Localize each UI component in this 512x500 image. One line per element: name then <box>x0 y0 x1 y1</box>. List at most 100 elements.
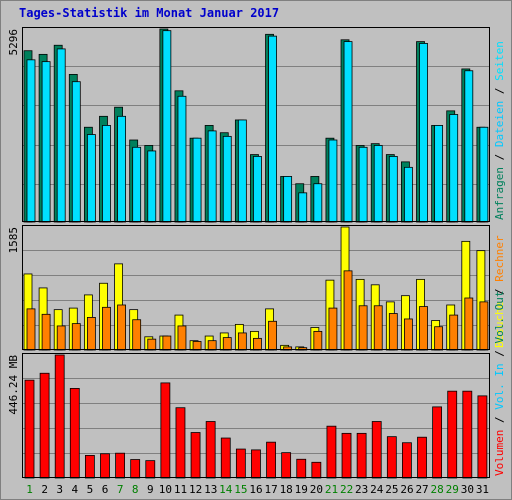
x-tick-label-day-5: 5 <box>87 483 94 496</box>
bar-volume-volumen-day-13 <box>205 421 216 479</box>
x-tick-label-day-24: 24 <box>370 483 384 496</box>
bar-volume-volumen-day-21 <box>326 425 337 479</box>
bar-visits-rechner-day-23 <box>358 305 368 351</box>
legend-entry: Anfragen <box>493 167 506 220</box>
bar-visits-rechner-day-9 <box>147 338 157 351</box>
bar-hits-dateien-day-8 <box>132 146 142 223</box>
bar-hits-dateien-day-2 <box>41 61 51 223</box>
x-tick-label-day-26: 26 <box>400 483 413 496</box>
x-tick-label-day-22: 22 <box>340 483 353 496</box>
x-tick-label-day-6: 6 <box>102 483 109 496</box>
bar-hits-dateien-day-3 <box>56 48 66 223</box>
bar-visits-rechner-day-2 <box>41 313 51 351</box>
bar-hits-dateien-day-25 <box>388 156 398 223</box>
bar-hits-dateien-day-13 <box>207 130 217 223</box>
bar-volume-volumen-day-8 <box>130 459 141 479</box>
bar-visits-rechner-day-31 <box>479 301 489 351</box>
x-tick-label-day-15: 15 <box>234 483 247 496</box>
x-tick-label-day-27: 27 <box>415 483 428 496</box>
bar-hits-dateien-day-7 <box>117 115 126 223</box>
panel-volume-frame <box>22 353 490 478</box>
bar-visits-rechner-day-20 <box>313 330 323 351</box>
bar-hits-dateien-day-18 <box>283 176 293 223</box>
bar-volume-volumen-day-16 <box>251 449 261 479</box>
x-tick-label-day-13: 13 <box>204 483 217 496</box>
panel-visits-ymax-label: 1585 <box>7 227 20 254</box>
bar-visits-rechner-day-30 <box>464 297 474 351</box>
x-tick-label-day-16: 16 <box>249 483 262 496</box>
bar-volume-volumen-day-25 <box>386 436 397 479</box>
bar-hits-dateien-day-10 <box>162 30 172 223</box>
panel-volume-legend: Volumen / Vol. In / Vol. Out <box>493 291 506 476</box>
legend-entry: / <box>493 147 506 167</box>
bar-visits-rechner-day-6 <box>102 306 111 351</box>
bar-visits-rechner-day-28 <box>434 326 444 351</box>
bar-hits-dateien-day-17 <box>268 35 277 223</box>
page-title: Tages-Statistik im Monat Januar 2017 <box>19 6 280 20</box>
bar-hits-dateien-day-16 <box>253 156 262 223</box>
bar-volume-volumen-day-10 <box>160 382 171 479</box>
bar-visits-rechner-day-5 <box>86 317 96 351</box>
x-tick-label-day-8: 8 <box>132 483 139 496</box>
bar-volume-volumen-day-20 <box>311 461 322 479</box>
x-tick-label-day-1: 1 <box>26 483 33 496</box>
panel-volume-ymax-label: 446.24 MB <box>7 355 20 415</box>
bar-visits-rechner-day-15 <box>237 332 247 351</box>
bar-visits-rechner-day-26 <box>404 318 413 351</box>
bar-volume-volumen-day-14 <box>220 437 231 479</box>
bar-visits-rechner-day-24 <box>373 305 383 351</box>
bar-volume-volumen-day-3 <box>54 354 65 479</box>
bar-hits-dateien-day-30 <box>464 70 474 223</box>
bar-visits-rechner-day-4 <box>71 323 81 351</box>
bar-visits-rechner-day-13 <box>207 340 217 351</box>
bar-volume-volumen-day-28 <box>432 406 443 479</box>
x-tick-label-day-17: 17 <box>264 483 277 496</box>
bar-visits-rechner-day-14 <box>222 337 232 351</box>
bar-hits-dateien-day-24 <box>373 145 383 223</box>
panel-hits-legend: Anfragen / Dateien / Seiten <box>493 41 506 220</box>
legend-entry: Volumen <box>493 430 506 476</box>
bar-visits-rechner-day-1 <box>26 308 36 351</box>
bar-visits-rechner-day-21 <box>328 307 338 351</box>
panel-visits-legend: Besuche / Rechner <box>493 235 506 348</box>
x-tick-label-day-3: 3 <box>56 483 63 496</box>
legend-entry: Rechner <box>493 235 506 282</box>
bar-visits-rechner-day-10 <box>162 335 172 351</box>
bar-visits-rechner-day-16 <box>253 337 262 351</box>
x-tick-label-day-30: 30 <box>461 483 474 496</box>
bar-visits-rechner-day-3 <box>56 325 66 351</box>
x-tick-label-day-11: 11 <box>174 483 187 496</box>
bar-hits-dateien-day-9 <box>147 150 157 223</box>
x-tick-label-day-29: 29 <box>446 483 459 496</box>
bar-volume-volumen-day-26 <box>402 442 412 479</box>
bar-visits-rechner-day-27 <box>419 306 428 351</box>
bar-volume-volumen-day-24 <box>371 421 382 479</box>
legend-entry: Vol. Out <box>493 291 506 344</box>
x-tick-label-day-10: 10 <box>159 483 172 496</box>
bar-hits-dateien-day-21 <box>328 139 338 223</box>
legend-entry: Besuche <box>493 302 506 348</box>
bar-volume-volumen-day-2 <box>39 372 50 479</box>
x-tick-label-day-7: 7 <box>117 483 124 496</box>
bar-volume-volumen-day-18 <box>281 452 292 479</box>
bar-hits-dateien-day-22 <box>343 41 353 223</box>
x-tick-label-day-12: 12 <box>189 483 202 496</box>
bar-hits-dateien-day-31 <box>479 126 489 223</box>
bar-visits-rechner-day-29 <box>449 314 459 351</box>
x-tick-label-day-28: 28 <box>431 483 444 496</box>
bar-hits-dateien-day-4 <box>71 81 81 223</box>
legend-entry: Vol. In <box>493 363 506 409</box>
x-tick-label-day-18: 18 <box>280 483 293 496</box>
x-tick-label-day-19: 19 <box>295 483 308 496</box>
bar-hits-dateien-day-6 <box>102 125 111 223</box>
panel-hits-frame <box>22 27 490 222</box>
bar-visits-rechner-day-25 <box>388 313 398 351</box>
x-tick-label-day-31: 31 <box>476 483 489 496</box>
legend-entry: / <box>493 282 506 302</box>
bar-volume-volumen-day-11 <box>175 407 186 479</box>
panel-visits-frame <box>22 225 490 350</box>
bar-visits-rechner-day-22 <box>343 270 353 351</box>
x-tick-label-day-4: 4 <box>72 483 79 496</box>
